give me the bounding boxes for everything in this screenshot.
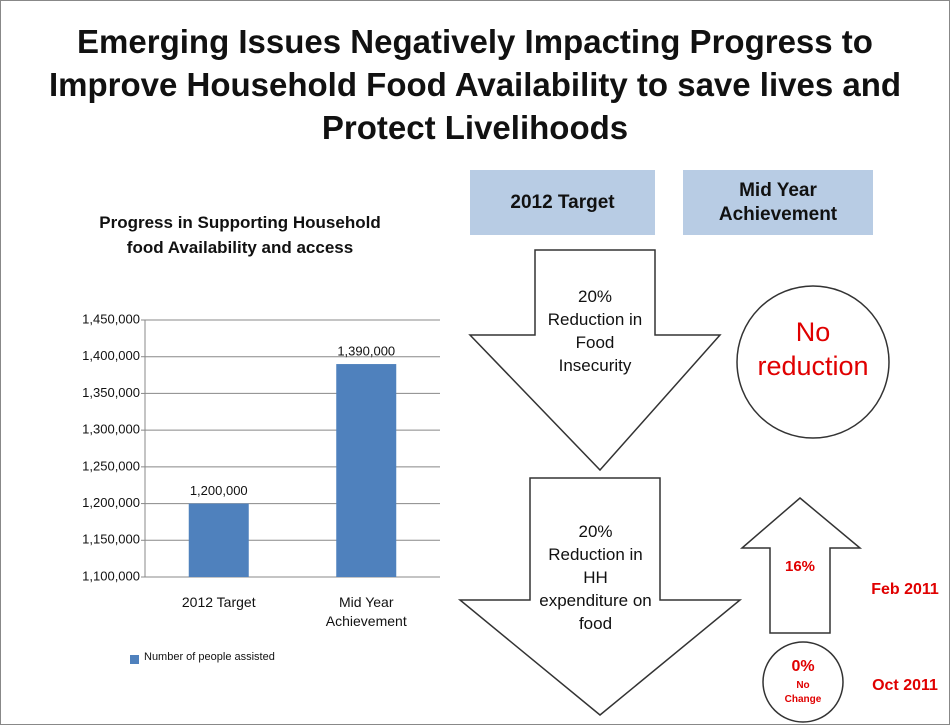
achievement-circle (736, 285, 890, 439)
legend-swatch (130, 655, 139, 664)
y-tick-label: 1,250,000 (82, 458, 140, 473)
y-tick-label: 1,100,000 (82, 568, 140, 583)
header: Mid Year Achievement (683, 170, 873, 235)
y-tick-label: 1,450,000 (82, 311, 140, 326)
y-tick-label: 1,400,000 (82, 348, 140, 363)
y-tick-label: 1,200,000 (82, 495, 140, 510)
header: 2012 Target (470, 170, 655, 235)
slide-title: Emerging Issues Negatively Impacting Pro… (48, 23, 902, 146)
chart-title: Progress in Supporting Household food Av… (99, 213, 381, 257)
y-tick-label: 1,350,000 (82, 385, 140, 400)
bar (188, 503, 249, 577)
progress-value: 0% (791, 658, 815, 675)
value-label: 1,200,000 (190, 483, 248, 498)
progress-note: No Change (784, 680, 822, 705)
achievement-text: No reduction (757, 317, 869, 381)
y-tick-label: 1,300,000 (82, 422, 140, 437)
bar (336, 364, 397, 577)
progress-date: Oct 2011 (872, 677, 938, 694)
target-arrow (468, 249, 722, 472)
y-tick-label: 1,150,000 (82, 532, 140, 547)
progress-value: 16% (784, 558, 816, 575)
small-circle (762, 641, 844, 723)
value-label: 1,390,000 (337, 343, 395, 358)
target-text: 20% Reduction in HH expenditure on food (539, 522, 652, 633)
up-arrow (739, 497, 863, 634)
x-tick-label: 2012 Target (181, 594, 256, 610)
target-arrow (457, 477, 743, 716)
x-tick-label: Mid Year Achievement (325, 594, 407, 629)
progress-date: Feb 2011 (871, 581, 939, 598)
legend-label: Number of people assisted (144, 651, 275, 663)
target-text: 20% Reduction in Food Insecurity (547, 287, 643, 375)
